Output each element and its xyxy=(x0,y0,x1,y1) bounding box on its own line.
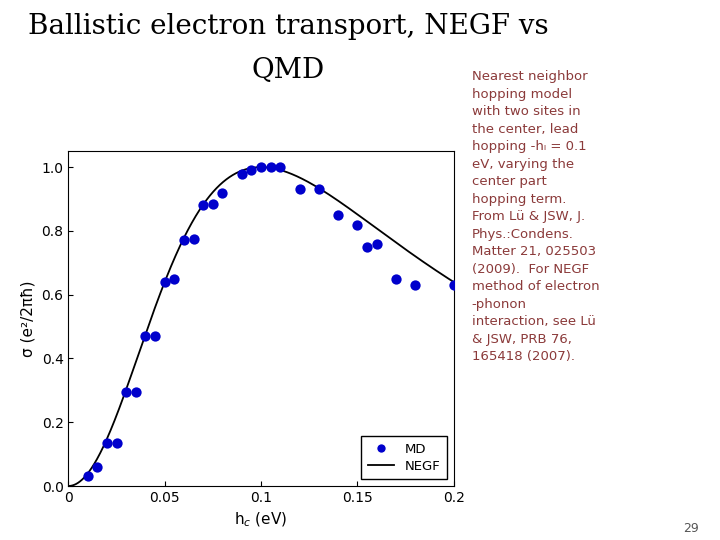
Point xyxy=(159,278,171,286)
Point xyxy=(246,166,257,174)
Point xyxy=(371,239,382,248)
Point xyxy=(333,211,344,219)
Text: Ballistic electron transport, NEGF vs: Ballistic electron transport, NEGF vs xyxy=(27,14,549,40)
Point xyxy=(217,188,228,197)
Point xyxy=(313,185,325,194)
Point xyxy=(111,438,122,447)
Point xyxy=(448,281,459,289)
Point xyxy=(140,332,151,340)
Point xyxy=(179,236,190,245)
Point xyxy=(197,201,209,210)
Point xyxy=(91,463,103,471)
Point xyxy=(390,274,402,283)
X-axis label: h$_c$ (eV): h$_c$ (eV) xyxy=(234,510,288,529)
Point xyxy=(207,199,219,208)
Point xyxy=(188,234,199,243)
Point xyxy=(120,388,132,396)
Point xyxy=(294,185,305,194)
Point xyxy=(101,438,113,447)
Point xyxy=(255,163,266,172)
Point xyxy=(265,163,276,172)
Legend: MD, NEGF: MD, NEGF xyxy=(361,436,447,480)
Point xyxy=(168,274,180,283)
Point xyxy=(274,163,286,172)
Point xyxy=(236,169,248,178)
Point xyxy=(82,472,94,481)
Text: 29: 29 xyxy=(683,522,698,535)
Point xyxy=(410,281,421,289)
Y-axis label: σ (e²/2πħ): σ (e²/2πħ) xyxy=(21,280,36,357)
Text: Nearest neighbor
hopping model
with two sites in
the center, lead
hopping ‑hₗ = : Nearest neighbor hopping model with two … xyxy=(472,70,599,363)
Point xyxy=(361,242,373,251)
Point xyxy=(149,332,161,340)
Point xyxy=(351,220,363,229)
Text: QMD: QMD xyxy=(251,57,325,84)
Point xyxy=(130,388,142,396)
